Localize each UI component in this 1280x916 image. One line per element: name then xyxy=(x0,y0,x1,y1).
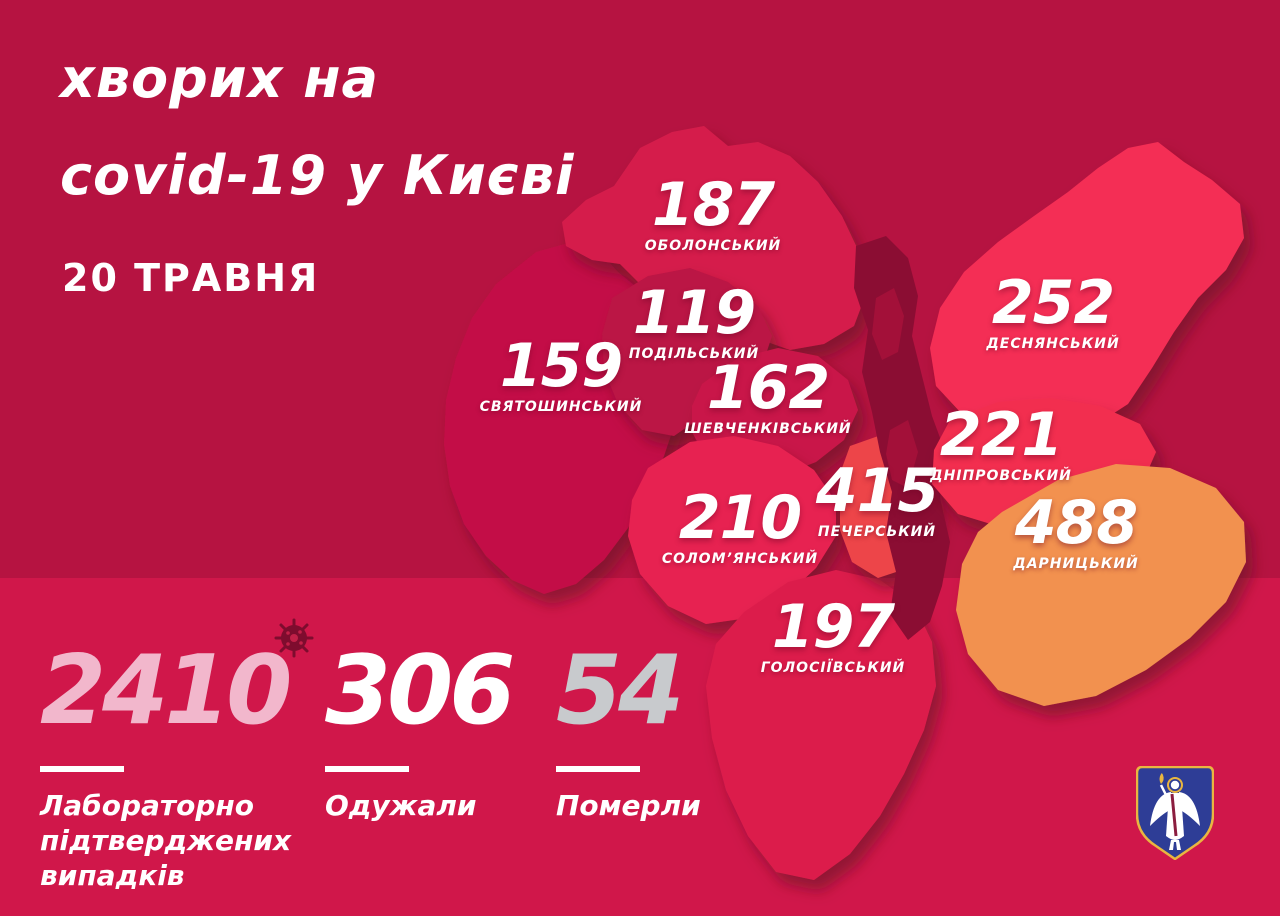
stat-recovered: 306 Одужали xyxy=(325,636,515,823)
stat-deaths-label: Померли xyxy=(556,789,701,822)
district-count: 162 xyxy=(706,353,830,423)
district-count: 197 xyxy=(771,592,895,662)
district-label-desnianskyi: 252 ДЕСНЯНСЬКИЙ xyxy=(986,273,1119,352)
district-name: ШЕВЧЕНКІВСЬКИЙ xyxy=(684,421,852,437)
district-count: 415 xyxy=(815,456,939,526)
stat-recovered-value: 306 xyxy=(325,636,515,746)
district-name: ГОЛОСІЇВСЬКИЙ xyxy=(760,660,906,676)
district-label-obolonskyi: 187 ОБОЛОНСЬКИЙ xyxy=(645,175,782,254)
district-label-holosiivskyi: 197 ГОЛОСІЇВСЬКИЙ xyxy=(761,597,906,676)
stat-confirmed-label: Лабораторно підтверджених випадків xyxy=(40,789,292,892)
district-label-darnytskyi: 488 ДАРНИЦЬКИЙ xyxy=(1013,493,1139,572)
district-shape-solomianskyi xyxy=(628,436,836,624)
district-name: ДЕСНЯНСЬКИЙ xyxy=(986,336,1120,352)
date-label: 20 ТРАВНЯ xyxy=(62,256,320,300)
district-count: 252 xyxy=(991,268,1115,338)
district-count: 187 xyxy=(651,170,775,240)
district-count: 119 xyxy=(632,278,756,348)
district-label-shevchenkivskyi: 162 ШЕВЧЕНКІВСЬКИЙ xyxy=(684,358,851,437)
district-name: ДАРНИЦЬКИЙ xyxy=(1013,556,1139,572)
district-name: СВЯТОШИНСЬКИЙ xyxy=(479,399,643,415)
district-shape-desnianskyi xyxy=(930,142,1244,434)
river-island xyxy=(872,288,904,360)
district-name: ОБОЛОНСЬКИЙ xyxy=(644,238,782,254)
title-line-1: хворих на xyxy=(60,47,379,110)
district-label-dniprovskyi: 221 ДНІПРОВСЬКИЙ xyxy=(930,405,1072,484)
river-island xyxy=(886,420,918,488)
stat-underline xyxy=(40,766,124,772)
district-name: ПЕЧЕРСЬКИЙ xyxy=(817,524,937,540)
stat-deaths: 54 Померли xyxy=(556,636,701,823)
district-count: 210 xyxy=(678,483,802,553)
title-line-2: covid-19 у Києві xyxy=(60,144,575,207)
stat-underline xyxy=(556,766,640,772)
district-name: СОЛОМ’ЯНСЬКИЙ xyxy=(661,551,819,567)
page-title: хворих на covid-19 у Києві xyxy=(60,30,575,224)
district-shape-darnytskyi xyxy=(956,464,1246,706)
district-label-podilskyi: 119 ПОДІЛЬСЬКИЙ xyxy=(629,283,759,362)
district-shape-obolonskyi xyxy=(562,126,866,350)
district-label-pecherskyi: 415 ПЕЧЕРСЬКИЙ xyxy=(815,456,939,540)
kyiv-coat-of-arms xyxy=(1136,766,1214,860)
district-shape-holosiivskyi xyxy=(706,570,936,880)
stat-underline xyxy=(325,766,409,772)
virus-icon xyxy=(274,618,314,658)
stat-confirmed: 2410 Лабораторно підтверджених випадків xyxy=(40,636,292,893)
stat-recovered-label: Одужали xyxy=(325,789,477,822)
district-count: 221 xyxy=(939,400,1063,470)
stat-confirmed-value: 2410 xyxy=(40,636,292,746)
district-label-sviatoshynskyi: 159 СВЯТОШИНСЬКИЙ xyxy=(480,336,643,415)
district-name: ПОДІЛЬСЬКИЙ xyxy=(628,346,760,362)
stat-deaths-value: 54 xyxy=(556,636,684,746)
district-label-solomianskyi: 210 СОЛОМ’ЯНСЬКИЙ xyxy=(662,488,818,567)
district-count: 159 xyxy=(499,331,623,401)
district-name: ДНІПРОВСЬКИЙ xyxy=(930,468,1072,484)
district-count: 488 xyxy=(1014,488,1138,558)
